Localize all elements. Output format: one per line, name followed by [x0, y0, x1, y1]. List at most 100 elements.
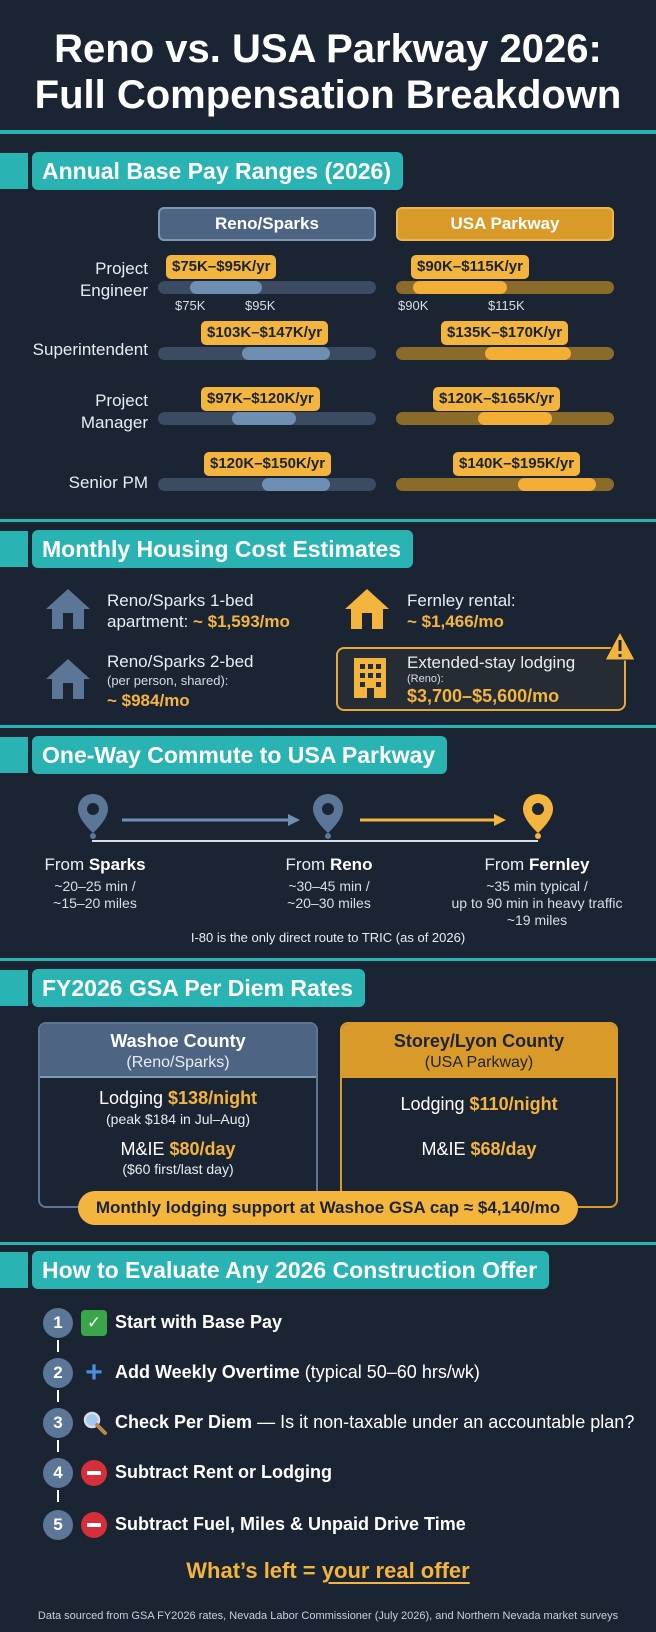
pay-pill-reno: $120K–$150K/yr — [204, 452, 332, 476]
section-accent — [0, 970, 28, 1006]
commute-fernley: From Fernley ~35 min typical / up to 90 … — [451, 855, 623, 928]
step-3: Check Per Diem — Is it non-taxable under… — [115, 1412, 635, 1432]
washoe-subtitle: (Reno/Sparks) — [126, 1054, 230, 1071]
housing-reno-1bed: Reno/Sparks 1-bed apartment: ~ $1,593/mo — [107, 591, 290, 631]
section-title-evaluate: How to Evaluate Any 2026 Construction Of… — [32, 1251, 550, 1289]
check-icon: ✓ — [81, 1310, 107, 1336]
washoe-lodging-note: (peak $184 in Jul–Aug) — [106, 1111, 250, 1127]
section-divider — [0, 1242, 656, 1245]
lodging-support-banner: Monthly lodging support at Washoe GSA ca… — [78, 1191, 578, 1225]
role-label-project-engineer: Project Engineer — [79, 259, 148, 300]
washoe-mie: M&IE $80/day — [120, 1139, 236, 1159]
column-header-reno: Reno/Sparks — [158, 207, 376, 241]
storey-lodging: Lodging $110/night — [400, 1094, 558, 1114]
step-number: 2 — [43, 1358, 73, 1388]
title-line-1: Reno vs. USA Parkway 2026: — [54, 27, 602, 71]
tick-label: $95K — [245, 298, 276, 313]
housing-reno-2bed: Reno/Sparks 2-bed (per person, shared): … — [107, 652, 254, 710]
pay-pill-usa: $140K–$195K/yr — [453, 452, 581, 476]
pay-bar-fill-reno — [232, 412, 296, 425]
page-title: Reno vs. USA Parkway 2026: Full Compensa… — [0, 26, 656, 118]
pay-pill-reno: $103K–$147K/yr — [201, 321, 329, 345]
step-number: 4 — [43, 1458, 73, 1488]
housing-value: ~ $1,466/mo — [407, 612, 504, 631]
step-number: 5 — [43, 1510, 73, 1540]
step-connector — [57, 1440, 59, 1452]
commute-sparks: From Sparks ~20–25 min / ~15–20 miles — [44, 855, 146, 911]
section-divider — [0, 725, 656, 728]
pay-bar-fill-reno — [262, 478, 330, 491]
building-icon — [354, 658, 386, 698]
step-4: Subtract Rent or Lodging — [115, 1462, 332, 1482]
pay-bar-fill-usa — [485, 347, 571, 360]
pay-pill-usa: $90K–$115K/yr — [411, 255, 529, 279]
housing-value: ~ $984/mo — [107, 691, 190, 710]
minus-icon — [81, 1460, 107, 1486]
plus-icon: + — [85, 1356, 103, 1389]
washoe-mie-note: ($60 first/last day) — [122, 1161, 234, 1177]
section-divider — [0, 958, 656, 961]
arrow-right-icon — [360, 814, 506, 826]
step-5: Subtract Fuel, Miles & Unpaid Drive Time — [115, 1514, 466, 1534]
minus-icon — [81, 1512, 107, 1538]
storey-title: Storey/Lyon County — [393, 1031, 565, 1051]
house-icon — [46, 659, 90, 699]
housing-fernley: Fernley rental: ~ $1,466/mo — [407, 591, 516, 631]
section-accent — [0, 737, 28, 773]
role-label-superintendent: Superintendent — [32, 340, 148, 359]
house-icon — [345, 589, 389, 629]
pay-pill-reno: $97K–$120K/yr — [201, 387, 320, 411]
pay-pill-usa: $135K–$170K/yr — [441, 321, 569, 345]
route-baseline — [92, 840, 538, 842]
section-accent — [0, 1252, 28, 1288]
housing-value: $3,700–$5,600/mo — [407, 686, 560, 706]
pay-pill-usa: $120K–$165K/yr — [433, 387, 561, 411]
housing-lodging: Extended-stay lodging (Reno): $3,700–$5,… — [407, 653, 576, 706]
warning-icon — [604, 631, 636, 661]
tick-label: $75K — [175, 298, 206, 313]
housing-value: ~ $1,593/mo — [193, 612, 290, 631]
pay-bar-fill-usa — [413, 281, 507, 294]
storey-mie: M&IE $68/day — [421, 1139, 537, 1159]
section-accent — [0, 531, 28, 567]
section-accent — [0, 153, 28, 189]
arrow-right-icon — [122, 814, 300, 826]
title-divider — [0, 130, 656, 134]
section-title-housing: Monthly Housing Cost Estimates — [32, 530, 414, 568]
step-connector — [57, 1390, 59, 1402]
location-pin-icon — [78, 794, 108, 839]
tick-label: $90K — [398, 298, 429, 313]
pay-bar-fill-usa — [518, 478, 596, 491]
step-connector — [57, 1340, 59, 1352]
storey-subtitle: (USA Parkway) — [424, 1054, 534, 1071]
step-2: Add Weekly Overtime (typical 50–60 hrs/w… — [115, 1362, 480, 1382]
washoe-lodging: Lodging $138/night — [98, 1088, 258, 1108]
section-title-base-pay: Annual Base Pay Ranges (2026) — [32, 152, 403, 190]
commute-reno: From Reno ~30–45 min / ~20–30 miles — [285, 855, 373, 911]
house-icon — [46, 589, 90, 629]
step-number: 1 — [43, 1308, 73, 1338]
role-label-project-manager: Project Manager — [80, 391, 148, 432]
step-number: 3 — [43, 1408, 73, 1438]
title-line-2: Full Compensation Breakdown — [34, 73, 622, 117]
pay-pill-reno: $75K–$95K/yr — [166, 255, 277, 279]
card-header — [40, 1024, 316, 1078]
tick-label: $115K — [488, 298, 525, 313]
section-divider — [0, 519, 656, 522]
location-pin-icon — [523, 794, 553, 839]
role-label-senior-pm: Senior PM — [68, 473, 148, 492]
section-title-commute: One-Way Commute to USA Parkway — [32, 736, 448, 774]
magnifier-icon — [83, 1411, 107, 1435]
commute-note: I-80 is the only direct route to TRIC (a… — [190, 930, 466, 945]
location-pin-icon — [313, 794, 343, 839]
pay-bar-fill-usa — [478, 412, 552, 425]
footer-source-note: Data sourced from GSA FY2026 rates, Neva… — [37, 1610, 619, 1622]
washoe-title: Washoe County — [110, 1031, 246, 1051]
step-connector — [57, 1490, 59, 1502]
step-1: Start with Base Pay — [115, 1312, 283, 1332]
card-header — [342, 1024, 616, 1078]
pay-bar-fill-reno — [242, 347, 330, 360]
column-header-usa-parkway: USA Parkway — [396, 207, 614, 241]
section-title-per-diem: FY2026 GSA Per Diem Rates — [32, 969, 366, 1007]
pay-bar-fill-reno — [190, 281, 262, 294]
